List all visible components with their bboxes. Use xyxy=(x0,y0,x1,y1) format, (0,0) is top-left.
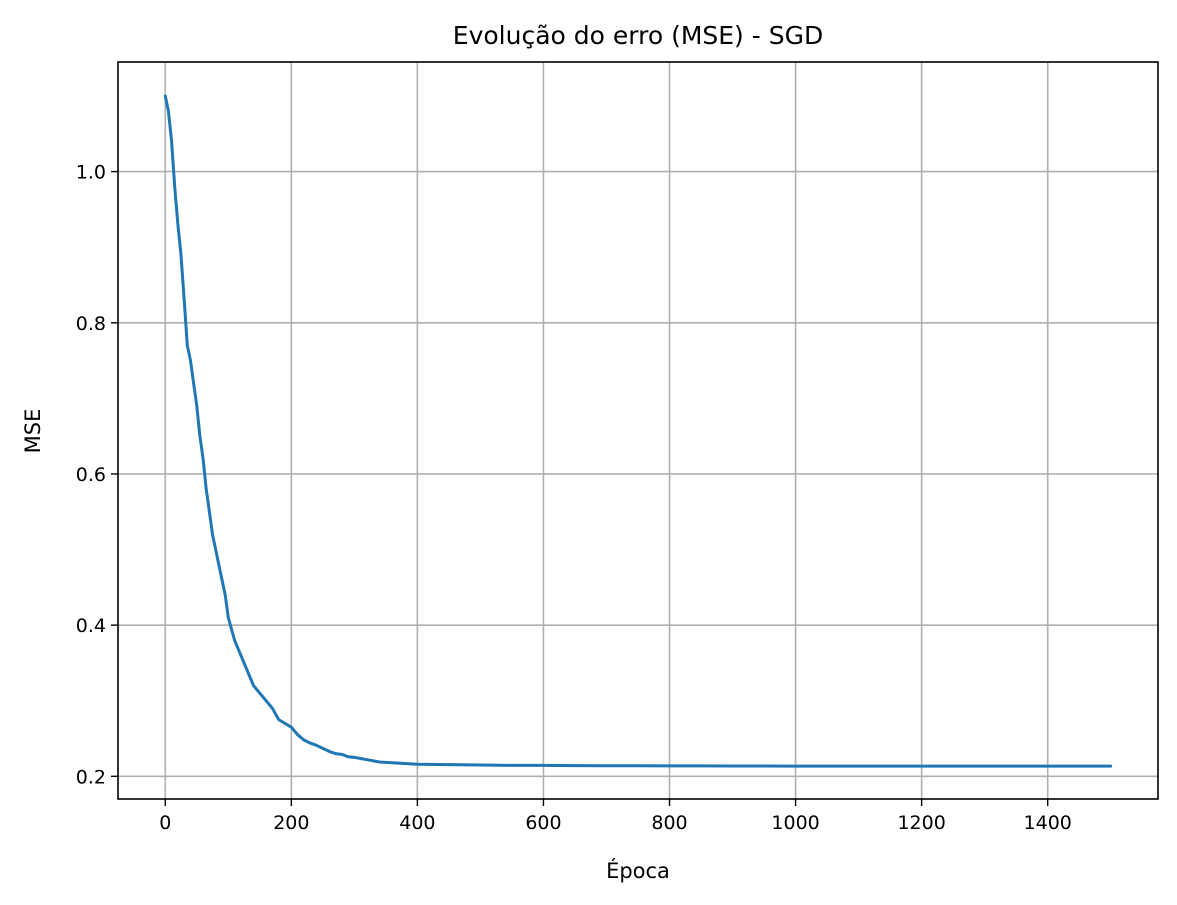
y-tick-label: 1.0 xyxy=(76,162,106,184)
series-layer xyxy=(163,94,1113,768)
y-axis-label: MSE xyxy=(21,409,45,454)
x-tick-label: 200 xyxy=(273,812,309,834)
grid xyxy=(118,62,1158,799)
ticks: 0 200 400 600 800 1000 1200 1400 0.2 0.4 0.6 0.8 1.0 xyxy=(76,162,1072,834)
x-tick-label: 0 xyxy=(159,812,171,834)
y-tick-label: 0.2 xyxy=(76,766,106,788)
axes-frame xyxy=(117,61,1159,800)
x-tick-label: 800 xyxy=(651,812,687,834)
y-tick-label: 0.6 xyxy=(76,464,106,486)
x-tick-label: 600 xyxy=(525,812,561,834)
chart-title: Evolução do erro (MSE) - SGD xyxy=(453,21,823,50)
plot-area xyxy=(118,62,1158,799)
x-tick-label: 1400 xyxy=(1024,812,1072,834)
x-tick-label: 1200 xyxy=(897,812,945,834)
x-tick-label: 400 xyxy=(399,812,435,834)
y-tick-label: 0.4 xyxy=(76,615,106,637)
x-axis-label: Época xyxy=(606,858,670,883)
y-tick-label: 0.8 xyxy=(76,313,106,335)
mse-series-line xyxy=(163,94,1113,768)
x-tick-label: 1000 xyxy=(771,812,819,834)
